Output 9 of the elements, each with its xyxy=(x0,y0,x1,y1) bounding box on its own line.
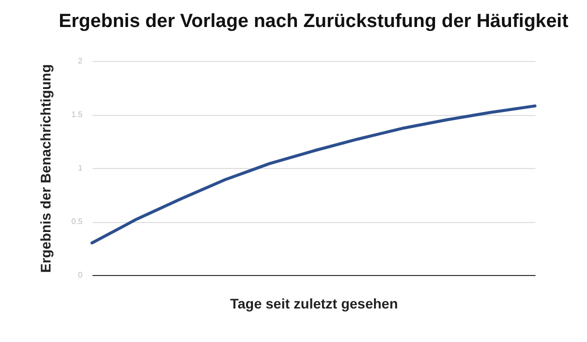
y-tick-label: 0.5 xyxy=(71,217,84,226)
y-axis-title: Ergebnis der Benachrichtigung xyxy=(37,64,54,273)
y-tick-label: 1.5 xyxy=(71,110,84,119)
chart-title: Ergebnis der Vorlage nach Zurückstufung der Häufigkeit xyxy=(58,11,569,32)
line-series xyxy=(90,104,536,244)
y-tick-label: 0 xyxy=(78,270,84,280)
x-axis-title: Tage seit zuletzt gesehen xyxy=(230,296,398,312)
y-tick-label: 2 xyxy=(78,56,84,66)
y-tick-label: 1 xyxy=(78,164,84,172)
